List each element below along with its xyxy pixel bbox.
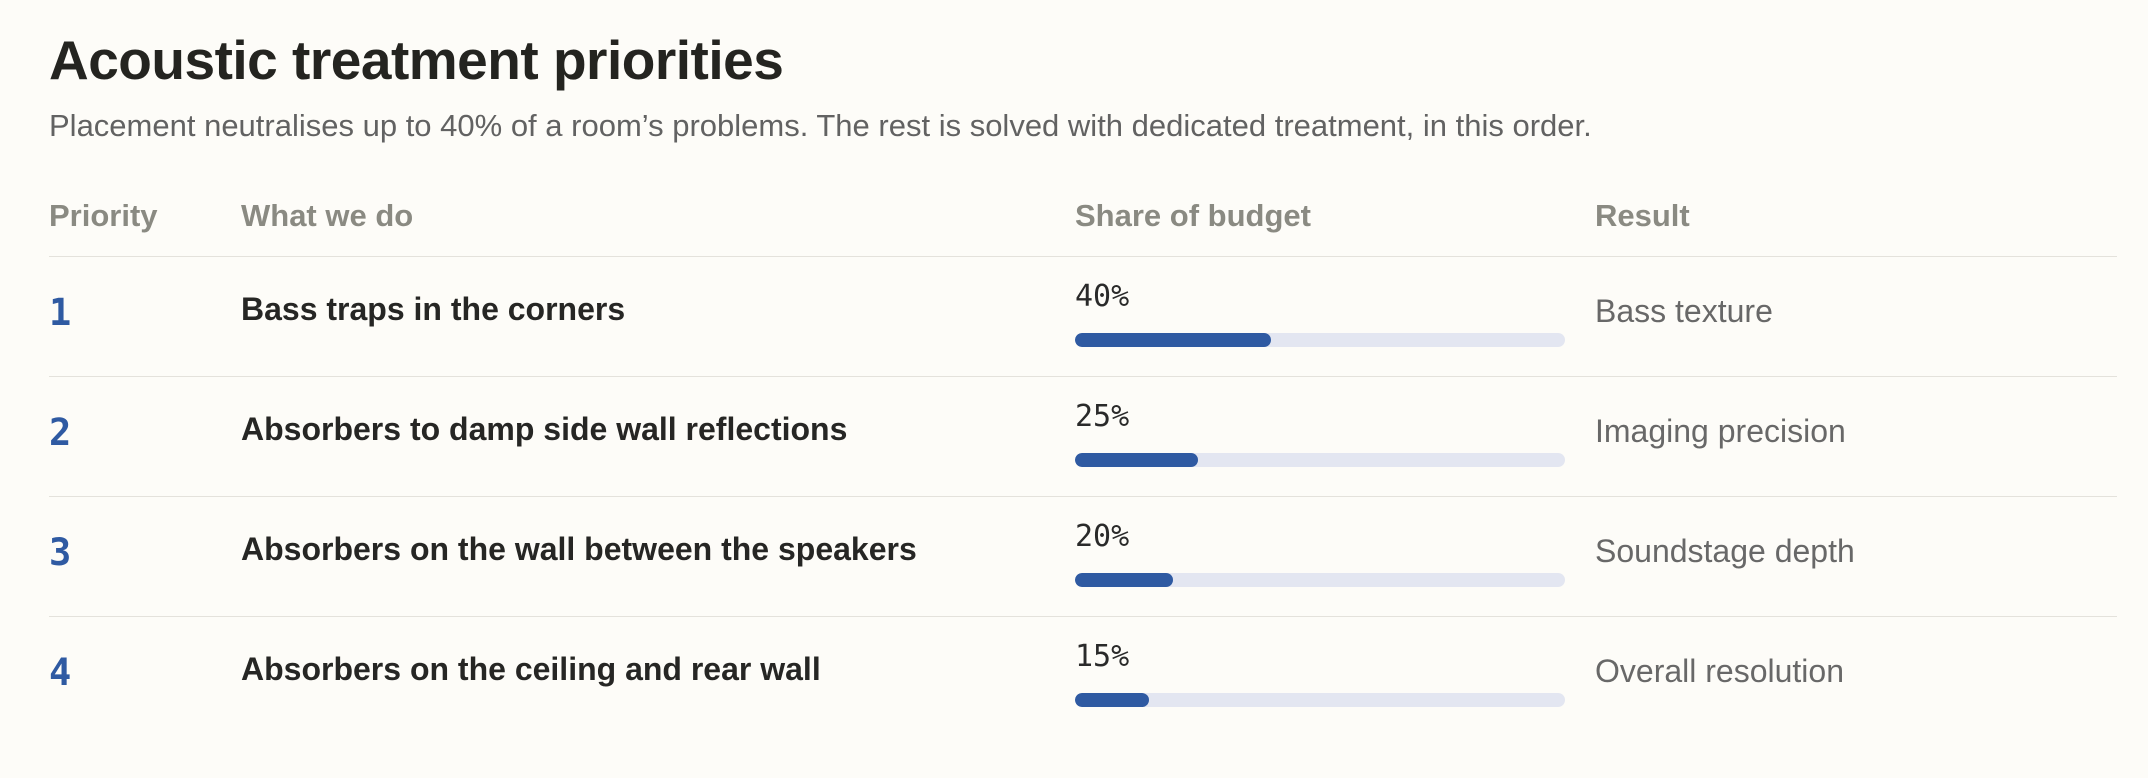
budget-share-bar-fill <box>1075 453 1198 467</box>
table-row: 2 Absorbers to damp side wall reflection… <box>0 377 2148 497</box>
result-text: Overall resolution <box>1595 653 1844 689</box>
column-header-what: What we do <box>241 198 414 233</box>
budget-share-bar <box>1075 453 1565 467</box>
budget-share-label: 20% <box>1075 519 1130 554</box>
result-text: Imaging precision <box>1595 413 1846 449</box>
budget-share-label: 25% <box>1075 399 1130 434</box>
treatment-description: Absorbers on the ceiling and rear wall <box>241 651 821 687</box>
column-header-result: Result <box>1595 198 1690 233</box>
treatment-description: Absorbers to damp side wall reflections <box>241 411 848 447</box>
budget-share-bar <box>1075 693 1565 707</box>
budget-share-bar-fill <box>1075 333 1271 347</box>
page-subtitle: Placement neutralises up to 40% of a roo… <box>49 108 1592 143</box>
result-text: Bass texture <box>1595 293 1773 329</box>
row-divider <box>49 496 2117 497</box>
row-divider <box>49 256 2117 257</box>
page-title: Acoustic treatment priorities <box>49 29 784 91</box>
budget-share-label: 40% <box>1075 279 1130 314</box>
priority-number: 1 <box>49 291 72 334</box>
row-divider <box>49 616 2117 617</box>
priority-number: 3 <box>49 531 72 574</box>
result-text: Soundstage depth <box>1595 533 1855 569</box>
priority-number: 2 <box>49 411 72 454</box>
budget-share-bar <box>1075 573 1565 587</box>
table-row: 3 Absorbers on the wall between the spea… <box>0 497 2148 617</box>
treatment-description: Absorbers on the wall between the speake… <box>241 531 917 567</box>
table-row: 4 Absorbers on the ceiling and rear wall… <box>0 617 2148 737</box>
row-divider <box>49 376 2117 377</box>
priority-number: 4 <box>49 651 72 694</box>
budget-share-bar-fill <box>1075 693 1149 707</box>
treatment-description: Bass traps in the corners <box>241 291 626 327</box>
column-header-priority: Priority <box>49 198 158 233</box>
budget-share-bar-fill <box>1075 573 1173 587</box>
column-header-share: Share of budget <box>1075 198 1311 233</box>
budget-share-label: 15% <box>1075 639 1130 674</box>
table-row: 1 Bass traps in the corners 40% Bass tex… <box>0 257 2148 377</box>
budget-share-bar <box>1075 333 1565 347</box>
